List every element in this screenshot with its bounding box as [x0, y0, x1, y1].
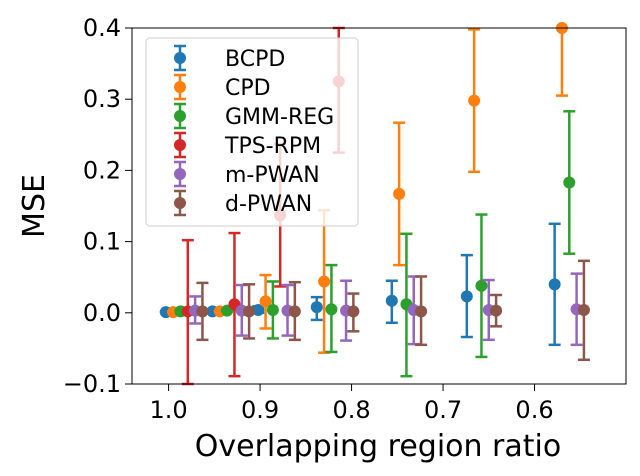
legend-box: [145, 37, 359, 227]
point-cpd-3: [318, 275, 331, 288]
legend-marker: [174, 81, 186, 93]
point-gmm-reg-5: [475, 279, 488, 292]
y-tick-label: −0.1: [63, 370, 121, 398]
legend-label: GMM-REG: [225, 105, 334, 130]
point-gmm-reg-6: [563, 176, 576, 189]
legend-item-cpd: CPD: [174, 73, 271, 101]
legend-item-tps-rpm: TPS-RPM: [174, 131, 321, 159]
y-tick-label: 0.1: [83, 228, 121, 256]
x-axis-ticks: 1.0 0.9 0.8 0.7 0.6: [150, 384, 554, 424]
x-tick-label: 0.8: [332, 396, 370, 424]
legend-marker: [174, 110, 186, 122]
point-bcpd-2: [252, 303, 265, 316]
point-cpd-5: [468, 94, 481, 107]
y-axis-title: MSE: [17, 174, 52, 238]
legend-item-d-pwan: d-PWAN: [174, 189, 312, 217]
y-axis-ticks: −0.1 0.0 0.1 0.2 0.3 0.4: [63, 14, 132, 398]
series-bcpd: [159, 222, 561, 347]
point-d-pwan-6: [577, 303, 590, 316]
legend-item-bcpd: BCPD: [174, 44, 285, 72]
point-bcpd-6: [548, 278, 561, 291]
y-tick-label: 0.4: [83, 14, 121, 42]
legend: BCPD CPD GMM-REG TPS-RPM m-PWAN d-PWAN: [145, 37, 359, 227]
y-tick-label: 0.3: [83, 85, 121, 113]
x-axis-title: Overlapping region ratio: [195, 429, 561, 464]
legend-marker: [174, 197, 186, 209]
legend-marker: [174, 52, 186, 64]
x-tick-label: 0.6: [515, 396, 553, 424]
plot-frame: [131, 27, 627, 385]
y-tick-label: 0.2: [83, 156, 121, 184]
point-gmm-reg-3: [325, 303, 338, 316]
legend-label: CPD: [225, 76, 271, 101]
legend-label: BCPD: [225, 47, 285, 72]
point-d-pwan-5: [490, 304, 503, 317]
point-d-pwan-0: [196, 305, 209, 318]
point-bcpd-4: [385, 294, 398, 307]
point-d-pwan-2: [288, 305, 301, 318]
legend-marker: [174, 139, 186, 151]
legend-label: TPS-RPM: [224, 134, 321, 159]
point-d-pwan-3: [347, 305, 360, 318]
x-tick-label: 0.7: [424, 396, 462, 424]
point-d-pwan-4: [415, 305, 428, 318]
point-gmm-reg-2: [266, 303, 279, 316]
legend-marker: [174, 168, 186, 180]
point-d-pwan-1: [243, 305, 256, 318]
legend-label: m-PWAN: [225, 163, 320, 188]
x-tick-label: 0.9: [241, 396, 279, 424]
legend-item-m-pwan: m-PWAN: [174, 160, 320, 188]
point-cpd-4: [393, 187, 406, 200]
x-tick-label: 1.0: [150, 396, 188, 424]
y-tick-label: 0.0: [83, 299, 121, 327]
series-m-pwan: [189, 272, 583, 347]
point-bcpd-3: [310, 301, 323, 314]
legend-label: d-PWAN: [225, 192, 312, 217]
point-bcpd-5: [460, 290, 473, 303]
legend-item-gmm-reg: GMM-REG: [174, 102, 334, 130]
series-d-pwan: [196, 259, 590, 362]
point-cpd-2: [259, 295, 272, 308]
